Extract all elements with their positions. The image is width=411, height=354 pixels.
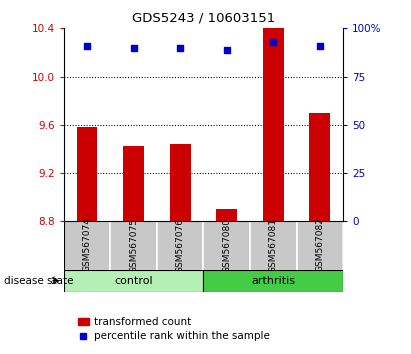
Point	[84, 43, 90, 48]
Text: disease state: disease state	[4, 276, 74, 286]
Point	[177, 45, 183, 50]
Bar	[216, 209, 237, 221]
Bar	[203, 270, 343, 292]
Point	[270, 39, 277, 45]
Bar	[170, 144, 191, 221]
Point	[224, 47, 230, 52]
Text: GSM567082: GSM567082	[315, 218, 324, 273]
Bar	[76, 127, 97, 221]
Text: control: control	[114, 276, 153, 286]
Text: GSM567076: GSM567076	[175, 218, 185, 273]
Text: GSM567080: GSM567080	[222, 218, 231, 273]
Text: GSM567075: GSM567075	[129, 218, 138, 273]
Bar	[250, 221, 297, 271]
Bar	[64, 270, 203, 292]
Title: GDS5243 / 10603151: GDS5243 / 10603151	[132, 11, 275, 24]
Bar	[263, 10, 284, 221]
Text: GSM567074: GSM567074	[83, 218, 92, 273]
Bar	[64, 221, 110, 271]
Bar	[157, 221, 203, 271]
Text: arthritis: arthritis	[251, 276, 296, 286]
Text: GSM567081: GSM567081	[269, 218, 278, 273]
Legend: transformed count, percentile rank within the sample: transformed count, percentile rank withi…	[74, 313, 274, 346]
Bar	[110, 221, 157, 271]
Bar	[297, 221, 343, 271]
Bar	[309, 113, 330, 221]
Bar	[123, 147, 144, 221]
Point	[316, 43, 323, 48]
Bar	[203, 221, 250, 271]
Point	[130, 45, 137, 50]
